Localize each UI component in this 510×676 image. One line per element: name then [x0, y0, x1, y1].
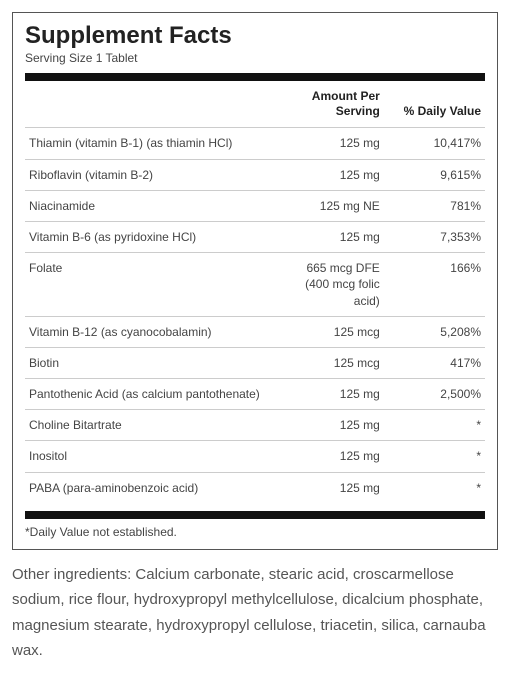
- table-row: PABA (para-aminobenzoic acid)125 mg*: [25, 472, 485, 503]
- cell-dv: 7,353%: [384, 221, 485, 252]
- rule-top: [25, 73, 485, 81]
- cell-amount: 125 mg: [283, 441, 384, 472]
- cell-name: Folate: [25, 253, 283, 317]
- table-row: Folate665 mcg DFE (400 mcg folic acid)16…: [25, 253, 485, 317]
- table-row: Pantothenic Acid (as calcium pantothenat…: [25, 379, 485, 410]
- table-row: Riboflavin (vitamin B-2)125 mg9,615%: [25, 159, 485, 190]
- cell-name: Vitamin B-6 (as pyridoxine HCl): [25, 221, 283, 252]
- cell-dv: *: [384, 410, 485, 441]
- cell-amount: 125 mcg: [283, 316, 384, 347]
- cell-amount: 125 mcg: [283, 347, 384, 378]
- cell-amount: 125 mg NE: [283, 190, 384, 221]
- table-header-row: Amount Per Serving % Daily Value: [25, 81, 485, 128]
- cell-name: Choline Bitartrate: [25, 410, 283, 441]
- cell-name: PABA (para-aminobenzoic acid): [25, 472, 283, 503]
- cell-dv: 9,615%: [384, 159, 485, 190]
- cell-dv: 781%: [384, 190, 485, 221]
- table-row: Vitamin B-6 (as pyridoxine HCl)125 mg7,3…: [25, 221, 485, 252]
- facts-table: Amount Per Serving % Daily Value Thiamin…: [25, 81, 485, 502]
- cell-name: Riboflavin (vitamin B-2): [25, 159, 283, 190]
- cell-name: Pantothenic Acid (as calcium pantothenat…: [25, 379, 283, 410]
- serving-size: Serving Size 1 Tablet: [25, 51, 485, 65]
- header-dv: % Daily Value: [384, 81, 485, 128]
- header-amount: Amount Per Serving: [283, 81, 384, 128]
- cell-name: Biotin: [25, 347, 283, 378]
- cell-dv: 5,208%: [384, 316, 485, 347]
- cell-dv: 2,500%: [384, 379, 485, 410]
- panel-title: Supplement Facts: [25, 23, 485, 49]
- cell-name: Inositol: [25, 441, 283, 472]
- cell-name: Niacinamide: [25, 190, 283, 221]
- cell-dv: 10,417%: [384, 128, 485, 159]
- cell-dv: *: [384, 441, 485, 472]
- cell-name: Vitamin B-12 (as cyanocobalamin): [25, 316, 283, 347]
- table-row: Vitamin B-12 (as cyanocobalamin)125 mcg5…: [25, 316, 485, 347]
- cell-dv: *: [384, 472, 485, 503]
- dv-footnote: *Daily Value not established.: [25, 519, 485, 541]
- cell-dv: 417%: [384, 347, 485, 378]
- cell-amount: 125 mg: [283, 221, 384, 252]
- cell-name: Thiamin (vitamin B-1) (as thiamin HCl): [25, 128, 283, 159]
- other-ingredients-label: Other ingredients:: [12, 566, 131, 583]
- cell-amount: 665 mcg DFE (400 mcg folic acid): [283, 253, 384, 317]
- table-row: Niacinamide125 mg NE781%: [25, 190, 485, 221]
- table-row: Inositol125 mg*: [25, 441, 485, 472]
- table-row: Choline Bitartrate125 mg*: [25, 410, 485, 441]
- rule-bottom: [25, 511, 485, 519]
- cell-amount: 125 mg: [283, 472, 384, 503]
- supplement-facts-panel: Supplement Facts Serving Size 1 Tablet A…: [12, 12, 498, 550]
- cell-amount: 125 mg: [283, 128, 384, 159]
- header-name: [25, 81, 283, 128]
- cell-amount: 125 mg: [283, 410, 384, 441]
- table-row: Biotin125 mcg417%: [25, 347, 485, 378]
- cell-amount: 125 mg: [283, 159, 384, 190]
- cell-dv: 166%: [384, 253, 485, 317]
- cell-amount: 125 mg: [283, 379, 384, 410]
- table-row: Thiamin (vitamin B-1) (as thiamin HCl)12…: [25, 128, 485, 159]
- other-ingredients: Other ingredients: Calcium carbonate, st…: [12, 562, 498, 664]
